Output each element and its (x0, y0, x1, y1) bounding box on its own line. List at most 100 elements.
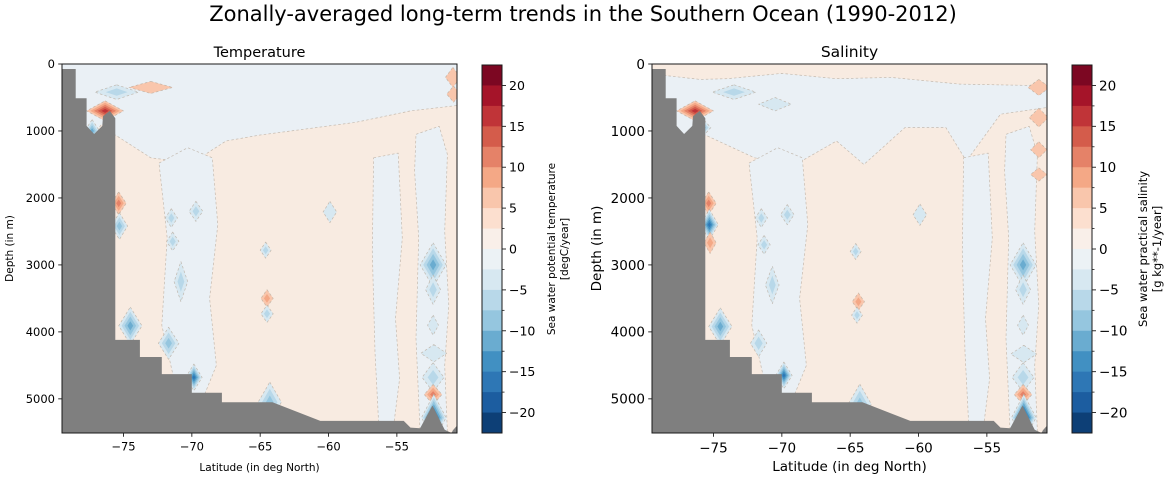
svg-text:4000: 4000 (611, 325, 645, 341)
figure-title: Zonally-averaged long-term trends in the… (209, 2, 957, 26)
colorbar-segment (482, 289, 502, 311)
bathymetry-terrain (62, 69, 457, 433)
svg-text:−75: −75 (699, 441, 728, 457)
colorbar-segment (1072, 249, 1092, 270)
colorbar-segment (482, 310, 502, 332)
salinity-panel-title: Salinity (820, 43, 879, 61)
y-axis: 0 1000 2000 3000 4000 5000 Depth (in m) (4, 57, 62, 406)
cooling-spot (260, 304, 274, 323)
cooling-spot (754, 208, 768, 228)
negative-trend-region (748, 147, 809, 400)
svg-text:20: 20 (509, 78, 525, 93)
cooling-spot (166, 231, 180, 252)
colorbar-segment (1072, 85, 1092, 107)
salinity-colorbar-label-line1: Sea water practical salinity (1136, 170, 1150, 328)
svg-text:1000: 1000 (611, 124, 645, 140)
salinity-colorbar: 20 15 10 5 0 −5 −10 −15 −20 (1071, 64, 1128, 434)
temperature-colorbar-label-line2: [degC/year] (559, 217, 571, 281)
salinity-plot-area (652, 64, 1047, 433)
svg-text:3000: 3000 (611, 258, 645, 274)
svg-text:−15: −15 (509, 364, 535, 379)
colorbar-segment (482, 228, 502, 250)
colorbar-segment (482, 249, 502, 270)
svg-text:15: 15 (1099, 119, 1116, 135)
colorbar-segment (1072, 228, 1092, 250)
temperature-colorbar-label-line1: Sea water potential temperature (546, 162, 558, 336)
colorbar-segment (482, 330, 502, 352)
svg-text:5: 5 (509, 201, 517, 216)
colorbar-segment (1072, 289, 1092, 311)
cooling-spot (425, 274, 441, 305)
colorbar-segment (482, 208, 502, 230)
x-axis-label: Latitude (in deg North) (199, 462, 319, 474)
svg-text:−10: −10 (509, 323, 535, 338)
negative-trend-region (961, 152, 993, 433)
colorbar-segment (1072, 105, 1092, 127)
cooling-spot (1017, 314, 1029, 336)
cooling-spot (765, 265, 780, 305)
cooling-spot (750, 329, 768, 358)
svg-text:2000: 2000 (26, 191, 55, 205)
svg-text:15: 15 (509, 119, 525, 134)
cooling-spot (322, 200, 338, 224)
svg-text:−20: −20 (509, 405, 535, 420)
svg-text:10: 10 (1099, 160, 1116, 176)
cooling-spot (1009, 242, 1037, 288)
svg-text:−5: −5 (1099, 283, 1119, 299)
y-axis: 0 1000 2000 3000 4000 5000 Depth (in m) (589, 57, 652, 408)
svg-text:−70: −70 (180, 440, 204, 454)
colorbar-segment (1072, 310, 1092, 332)
svg-text:10: 10 (509, 160, 525, 175)
colorbar-segment (482, 65, 502, 86)
cooling-spot (259, 241, 272, 259)
cooling-spot (711, 84, 757, 100)
svg-text:−75: −75 (111, 440, 135, 454)
svg-text:−60: −60 (316, 440, 340, 454)
x-axis: −75 −70 −65 −60 −55 Latitude (in deg North) (699, 433, 1001, 475)
svg-text:5000: 5000 (26, 392, 55, 406)
svg-text:20: 20 (1099, 78, 1116, 94)
cooling-spot (1011, 362, 1035, 393)
axes-frame (61, 63, 458, 434)
bathymetry-terrain (652, 69, 1047, 433)
temperature-plot-area (62, 64, 457, 433)
svg-text:1000: 1000 (26, 124, 55, 138)
cooling-spot (849, 243, 862, 260)
warming-spot (1030, 141, 1047, 159)
colorbar-segment (482, 371, 502, 393)
colorbar-segment (482, 392, 502, 414)
colorbar-segment (1072, 146, 1092, 168)
svg-text:5000: 5000 (611, 392, 645, 408)
colorbar-segment (482, 412, 502, 434)
colorbar-segment (1072, 351, 1092, 373)
colorbar-segment (1072, 167, 1092, 189)
cooling-spot (188, 200, 204, 222)
colorbar-segment (1072, 269, 1092, 291)
svg-text:−70: −70 (768, 441, 797, 457)
x-axis: −75 −70 −65 −60 −55 Latitude (in deg North) (111, 433, 409, 474)
svg-text:0: 0 (509, 242, 517, 257)
cooling-spot (700, 208, 719, 241)
svg-text:−10: −10 (1099, 324, 1128, 340)
cooling-spot (1010, 344, 1038, 364)
colorbar-segment (1072, 412, 1092, 434)
colorbar-segment (1072, 208, 1092, 230)
svg-text:−55: −55 (385, 440, 409, 454)
cooling-spot (427, 314, 439, 336)
cooling-spot (419, 242, 447, 288)
warming-spot (128, 81, 174, 94)
temperature-panel-title: Temperature (213, 45, 306, 61)
colorbar-segment (482, 351, 502, 373)
colorbar-segment (482, 85, 502, 107)
negative-trend-region (371, 152, 403, 433)
warming-spot (1028, 107, 1047, 128)
colorbar-segment (482, 187, 502, 209)
negative-trend-upper-layer (652, 73, 1047, 165)
colorbar-segment (482, 269, 502, 291)
cooling-spot (912, 203, 928, 226)
colorbar-segment (482, 167, 502, 189)
cooling-spot (164, 208, 178, 228)
svg-text:−65: −65 (836, 441, 865, 457)
